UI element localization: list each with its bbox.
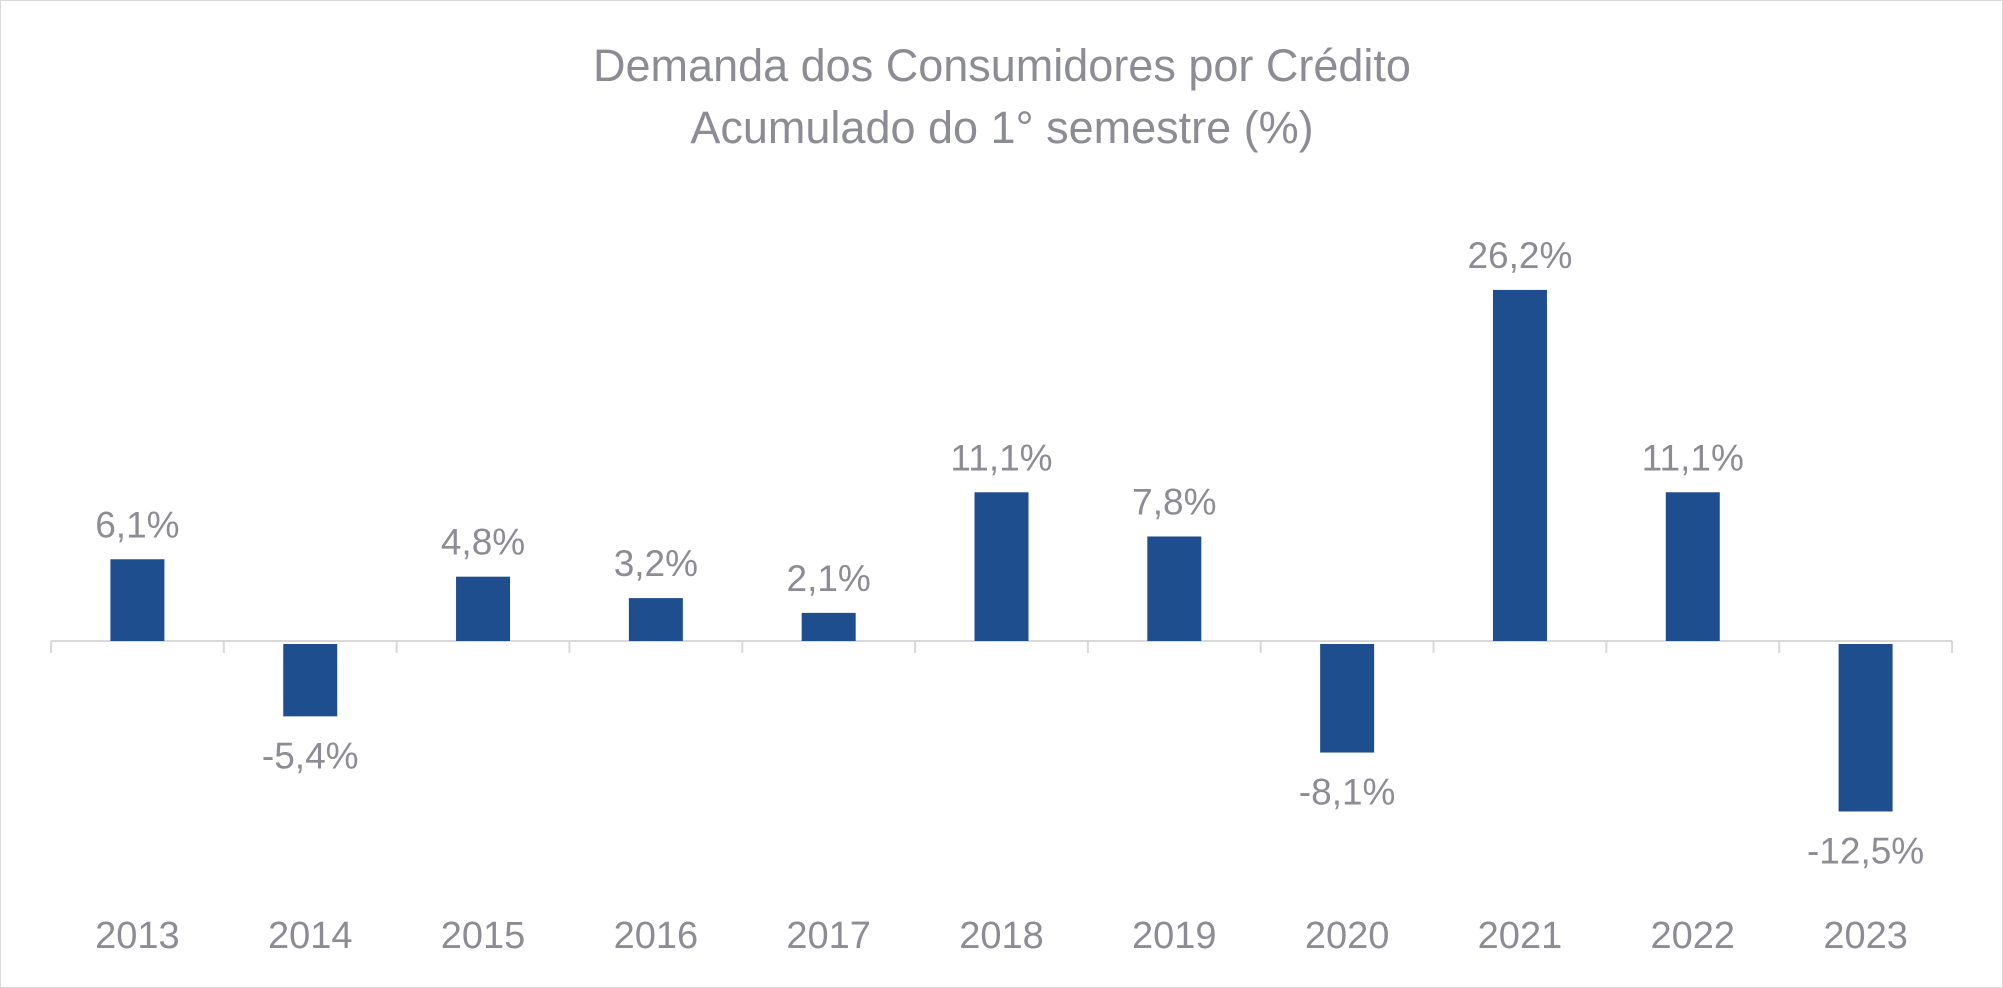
bar-2020 — [1320, 644, 1375, 753]
bar-2017 — [801, 612, 856, 641]
bar-2015 — [456, 576, 511, 641]
x-tick-label-2013: 2013 — [95, 915, 180, 957]
data-label-2018: 11,1% — [950, 437, 1052, 478]
chart-title: Demanda dos Consumidores por Crédito — [593, 40, 1411, 91]
data-label-2020: -8,1% — [1299, 772, 1396, 813]
x-tick-labels: 2013 2014 2015 2016 2017 2018 2019 2020 2021 2022… — [95, 915, 1908, 957]
bar-2021 — [1492, 289, 1547, 641]
x-tick-label-2017: 2017 — [786, 915, 871, 957]
x-tick-label-2016: 2016 — [614, 915, 699, 957]
bar-2016 — [628, 598, 683, 641]
x-tick-label-2022: 2022 — [1650, 915, 1735, 957]
bar-2023 — [1838, 644, 1893, 812]
data-label-2021: 26,2% — [1467, 235, 1572, 276]
x-tick-label-2019: 2019 — [1132, 915, 1217, 957]
x-tick-label-2014: 2014 — [268, 915, 353, 957]
data-label-2022: 11,1% — [1642, 437, 1744, 478]
bar-2022 — [1665, 492, 1720, 641]
x-tick-label-2021: 2021 — [1478, 915, 1563, 957]
bars — [110, 289, 1893, 812]
bar-2018 — [974, 492, 1029, 641]
data-label-2015: 4,8% — [441, 522, 525, 563]
bar-2013 — [110, 559, 165, 641]
data-label-2014: -5,4% — [262, 735, 359, 776]
x-tick-label-2023: 2023 — [1823, 915, 1908, 957]
data-label-2017: 2,1% — [787, 558, 871, 599]
x-tick-label-2018: 2018 — [959, 915, 1044, 957]
chart-subtitle: Acumulado do 1° semestre (%) — [690, 102, 1313, 153]
data-label-2013: 6,1% — [95, 504, 179, 545]
bar-2014 — [283, 644, 338, 717]
x-tick-label-2015: 2015 — [441, 915, 526, 957]
x-tick-label-2020: 2020 — [1305, 915, 1390, 957]
data-label-2019: 7,8% — [1132, 481, 1216, 522]
data-labels: 6,1% -5,4% 4,8% 3,2% 2,1% 11,1% 7,8% -8,1% 26,2%… — [95, 235, 1924, 872]
data-label-2016: 3,2% — [614, 543, 698, 584]
data-label-2023: -12,5% — [1807, 831, 1924, 872]
bar-2019 — [1147, 536, 1202, 641]
